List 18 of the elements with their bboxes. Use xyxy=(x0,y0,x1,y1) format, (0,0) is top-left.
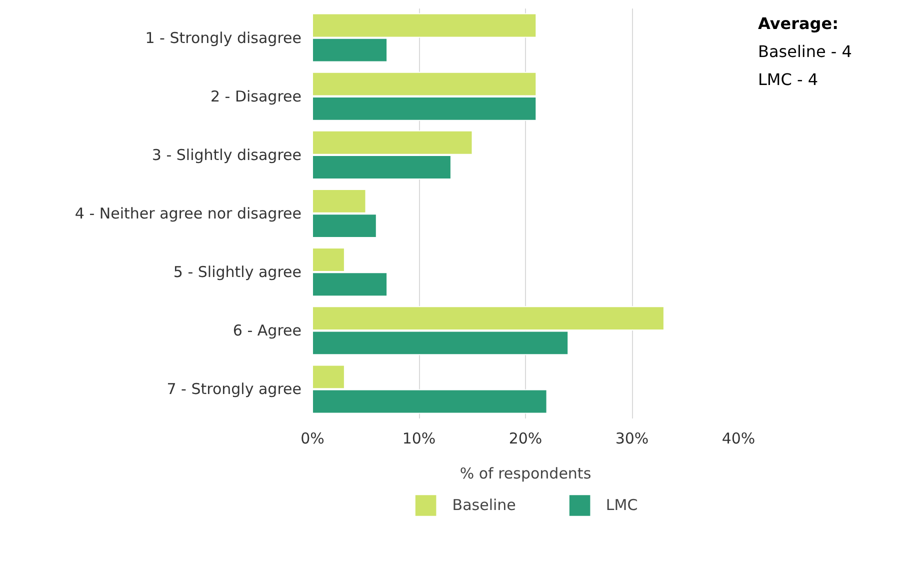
text: LMC - 4 xyxy=(758,69,820,91)
y-tick-label: 7 - Strongly agree xyxy=(166,380,302,398)
x-tick-label: 10% xyxy=(402,430,436,448)
x-tick-label: 30% xyxy=(615,430,649,448)
y-tick-label: 5 - Slightly agree xyxy=(173,263,302,282)
y-tick-label: 1 - Strongly disagree xyxy=(145,28,302,47)
x-tick-label: 40% xyxy=(722,430,756,448)
y-tick-label: 6 - Agree xyxy=(232,322,302,340)
text: Baseline - 4 xyxy=(758,41,852,63)
legend-label: LMC xyxy=(606,496,638,514)
x-axis-title: % of respondents xyxy=(460,464,592,482)
x-tick-label: 20% xyxy=(508,430,542,448)
y-tick-label: 3 - Slightly disagree xyxy=(152,146,302,164)
text: Average: xyxy=(758,13,840,35)
y-tick-label: 2 - Disagree xyxy=(210,87,302,106)
y-tick-label: 4 - Neither agree nor disagree xyxy=(74,204,302,222)
x-tick-label: 0% xyxy=(300,430,324,448)
legend-label: Baseline xyxy=(452,496,516,514)
